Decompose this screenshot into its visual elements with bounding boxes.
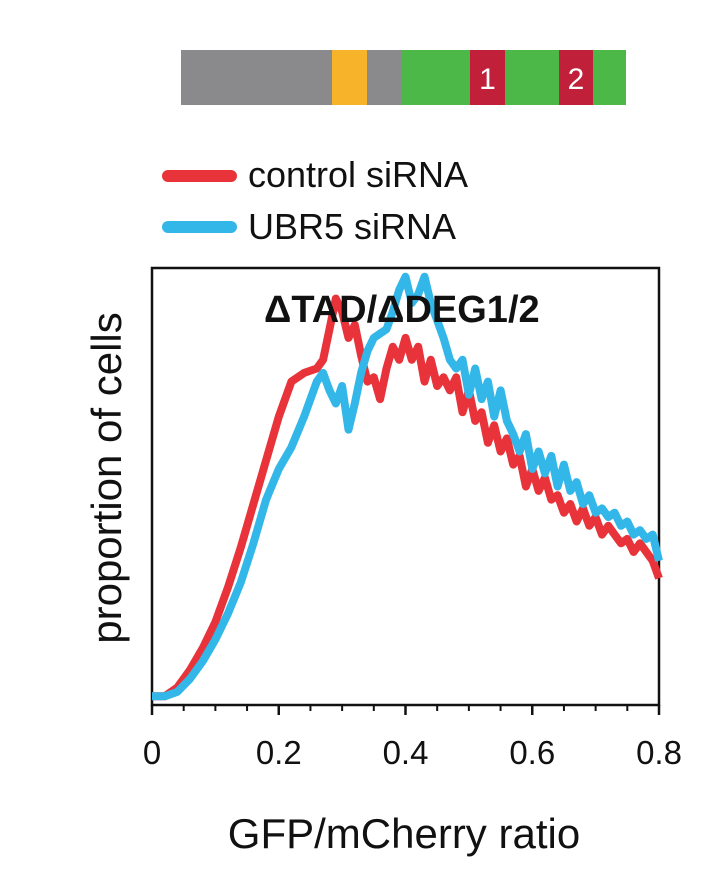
y-axis-title: proportion of cells — [83, 312, 130, 644]
legend: control siRNA UBR5 siRNA — [162, 154, 468, 247]
schematic-label-deg2: 2 — [568, 63, 585, 96]
schematic-segment-orange — [332, 50, 367, 105]
x-tick-label-1: 0.2 — [256, 734, 302, 771]
schematic-segment-deg1 — [470, 50, 505, 105]
schematic-label-deg1: 1 — [479, 63, 496, 96]
plot-area: ΔTAD/ΔDEG1/2 0 0.2 0.4 0.6 0.8 GFP/mCherry r… — [83, 266, 682, 857]
panel-title: ΔTAD/ΔDEG1/2 — [264, 289, 540, 331]
legend-label-ubr5-sirna: UBR5 siRNA — [248, 206, 456, 247]
x-tick-label-3: 0.6 — [509, 734, 555, 771]
x-axis-title: GFP/mCherry ratio — [228, 810, 580, 857]
x-tick-label-0: 0 — [143, 734, 161, 771]
schematic-segment-green-c — [593, 50, 626, 105]
x-tick-label-4: 0.8 — [636, 734, 682, 771]
legend-label-control-sirna: control siRNA — [248, 154, 468, 195]
schematic-segment-gray-a — [181, 50, 332, 105]
series-layer — [152, 272, 663, 701]
schematic-segment-green-a — [401, 50, 470, 105]
series-line-control-sirna — [152, 294, 663, 701]
schematic-segment-green-b — [505, 50, 559, 105]
schematic-segment-gray-b — [367, 50, 401, 105]
schematic-segment-deg2 — [559, 50, 593, 105]
series-line-ubr5-sirna — [152, 272, 663, 701]
x-axis-ticks: 0 0.2 0.4 0.6 0.8 — [143, 705, 682, 771]
plot-frame — [150, 266, 661, 707]
x-tick-label-2: 0.4 — [383, 734, 429, 771]
